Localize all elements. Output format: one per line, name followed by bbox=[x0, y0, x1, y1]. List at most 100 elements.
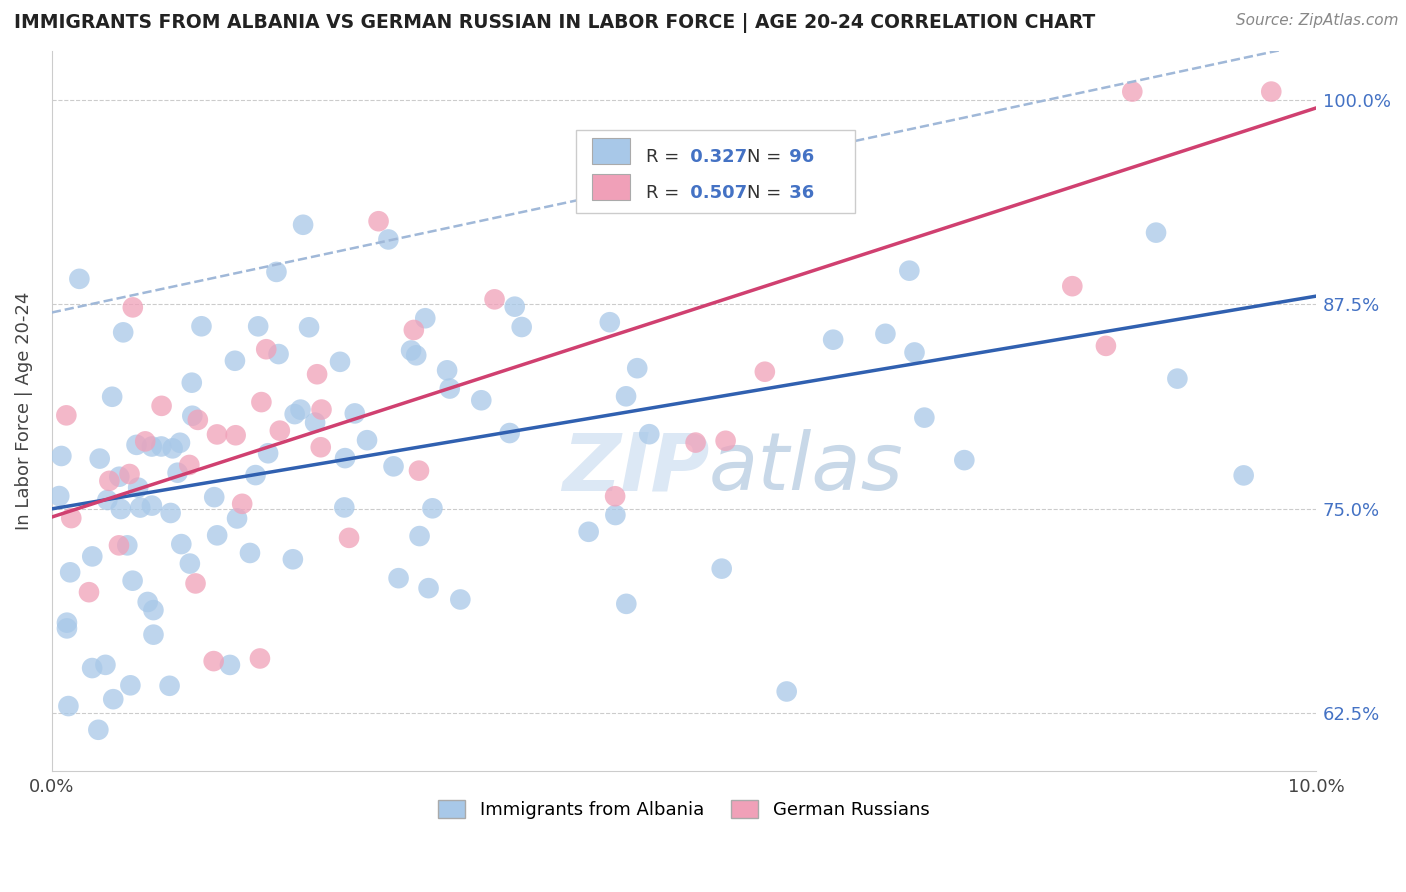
Point bbox=[179, 557, 201, 571]
Point bbox=[1260, 85, 1282, 99]
Point bbox=[205, 528, 228, 542]
Point bbox=[626, 361, 648, 376]
Point bbox=[162, 442, 184, 456]
Point bbox=[101, 390, 124, 404]
Point bbox=[89, 451, 111, 466]
Point bbox=[484, 293, 506, 307]
Point bbox=[714, 434, 737, 448]
Point bbox=[284, 407, 307, 421]
Point bbox=[408, 464, 430, 478]
Point bbox=[499, 425, 522, 440]
FancyBboxPatch shape bbox=[592, 174, 630, 200]
Point bbox=[605, 508, 627, 522]
FancyBboxPatch shape bbox=[576, 130, 855, 212]
Point bbox=[408, 529, 430, 543]
Point bbox=[449, 592, 471, 607]
Point bbox=[117, 538, 139, 552]
Point bbox=[219, 657, 242, 672]
Point bbox=[399, 343, 422, 358]
Text: R =: R = bbox=[645, 184, 679, 202]
Point bbox=[402, 323, 425, 337]
Point bbox=[121, 301, 143, 315]
Point bbox=[56, 615, 79, 630]
Point bbox=[311, 402, 333, 417]
Point bbox=[150, 440, 173, 454]
Point bbox=[337, 531, 360, 545]
Point bbox=[439, 382, 461, 396]
Point bbox=[382, 459, 405, 474]
Point bbox=[60, 511, 83, 525]
Point bbox=[150, 399, 173, 413]
Point bbox=[180, 376, 202, 390]
Point bbox=[685, 435, 707, 450]
Point bbox=[710, 561, 733, 575]
Point bbox=[96, 493, 118, 508]
Point bbox=[266, 265, 288, 279]
Point bbox=[55, 409, 77, 423]
Point bbox=[103, 692, 125, 706]
Point bbox=[82, 661, 104, 675]
Point bbox=[638, 427, 661, 442]
Point bbox=[98, 474, 121, 488]
Point bbox=[309, 440, 332, 454]
Point bbox=[179, 458, 201, 472]
Point bbox=[1095, 339, 1118, 353]
Point bbox=[603, 489, 626, 503]
Point bbox=[614, 597, 637, 611]
Point bbox=[823, 333, 845, 347]
Point bbox=[226, 511, 249, 525]
Point bbox=[202, 490, 225, 504]
Text: 0.507: 0.507 bbox=[683, 184, 747, 202]
Point bbox=[77, 585, 100, 599]
Point bbox=[112, 326, 135, 340]
Point bbox=[169, 435, 191, 450]
Point bbox=[269, 424, 291, 438]
Point bbox=[1062, 279, 1084, 293]
Point bbox=[184, 576, 207, 591]
Point bbox=[249, 651, 271, 665]
Point bbox=[110, 502, 132, 516]
Point bbox=[118, 467, 141, 481]
Point bbox=[141, 440, 163, 454]
Point bbox=[281, 552, 304, 566]
Text: N =: N = bbox=[747, 184, 782, 202]
Point bbox=[578, 524, 600, 539]
Point bbox=[170, 537, 193, 551]
Point bbox=[127, 481, 149, 495]
Point bbox=[181, 409, 204, 423]
Point bbox=[120, 678, 142, 692]
Point bbox=[953, 453, 976, 467]
Point bbox=[142, 603, 165, 617]
Point bbox=[1144, 226, 1167, 240]
Text: ZIP: ZIP bbox=[562, 429, 709, 508]
Point bbox=[166, 466, 188, 480]
Point bbox=[875, 326, 897, 341]
Point bbox=[239, 546, 262, 560]
Point bbox=[94, 657, 117, 672]
FancyBboxPatch shape bbox=[592, 137, 630, 164]
Point bbox=[377, 232, 399, 246]
Point bbox=[136, 595, 159, 609]
Point bbox=[87, 723, 110, 737]
Point bbox=[267, 347, 290, 361]
Point bbox=[159, 679, 181, 693]
Point bbox=[307, 368, 329, 382]
Point bbox=[776, 684, 799, 698]
Point bbox=[1233, 468, 1256, 483]
Point bbox=[67, 272, 90, 286]
Text: atlas: atlas bbox=[709, 429, 904, 508]
Point bbox=[387, 571, 409, 585]
Point bbox=[129, 500, 152, 515]
Point bbox=[51, 449, 73, 463]
Point bbox=[418, 581, 440, 595]
Point bbox=[257, 446, 280, 460]
Point bbox=[250, 395, 273, 409]
Point bbox=[224, 353, 246, 368]
Point bbox=[503, 300, 526, 314]
Point bbox=[59, 566, 82, 580]
Text: 36: 36 bbox=[783, 184, 814, 202]
Point bbox=[298, 320, 321, 334]
Point bbox=[142, 627, 165, 641]
Point bbox=[343, 406, 366, 420]
Point bbox=[121, 574, 143, 588]
